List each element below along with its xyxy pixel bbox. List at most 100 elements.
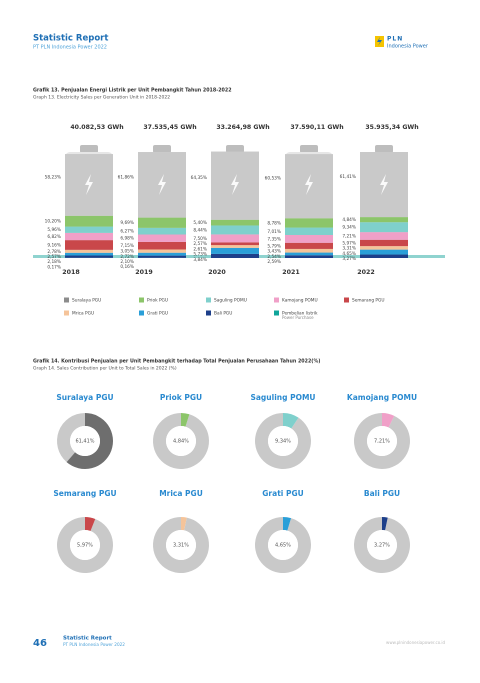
legend-label: Grati PGU — [147, 311, 168, 317]
battery-segment — [360, 222, 408, 232]
value-label: 2,57% — [193, 241, 207, 247]
header-subtitle: PT PLN Indonesia Power 2022 — [33, 45, 107, 51]
battery-cap — [300, 145, 318, 153]
donut-title: Saguling POMU — [250, 393, 315, 402]
battery-segment — [285, 253, 333, 256]
legend-swatch — [274, 311, 279, 316]
battery-segment — [285, 255, 333, 258]
value-label: 7,35% — [267, 236, 281, 242]
legend-label: Kamojang POMU — [282, 298, 318, 304]
chart-subtitle: Graph 13. Electricity Sales per Generati… — [33, 95, 170, 101]
value-label: 5,96% — [47, 227, 61, 233]
battery-segment — [211, 245, 259, 248]
x-tick-label: 2018 — [62, 269, 80, 276]
donut-title: Grati PGU — [262, 489, 303, 498]
x-tick-label: 2021 — [282, 269, 300, 276]
battery-segment — [65, 216, 113, 227]
value-label: 60,53% — [265, 176, 281, 182]
legend-label: Semarang PGU — [352, 298, 384, 304]
value-label: 3,31% — [342, 246, 356, 252]
donut-title: Semarang PGU — [53, 489, 116, 498]
battery-segment — [65, 227, 113, 233]
value-label: 6,82% — [47, 234, 61, 240]
value-label: 3,84% — [193, 257, 207, 263]
legend-label: Suralaya PGU — [72, 298, 101, 304]
value-label: 9,34% — [275, 439, 291, 445]
total-label: 35.935,34 GWh — [365, 124, 418, 131]
value-label: 7,50% — [193, 236, 207, 242]
battery-segment — [138, 235, 186, 242]
value-label: 4,84% — [173, 439, 189, 445]
value-label: 9,16% — [47, 242, 61, 248]
value-label: 2,10% — [120, 259, 134, 265]
battery-segment — [285, 228, 333, 235]
chart-subtitle: Graph 14. Sales Contribution per Unit to… — [33, 366, 177, 372]
value-label: 64,35% — [191, 175, 207, 181]
value-label: 8,78% — [267, 220, 281, 226]
battery-segment — [138, 253, 186, 256]
value-label: 7,15% — [120, 243, 134, 249]
value-label: 7,21% — [374, 439, 390, 445]
battery-segment — [138, 256, 186, 258]
legend-label: Mrica PGU — [72, 311, 94, 317]
battery-segment — [285, 235, 333, 243]
value-label: 2,61% — [193, 246, 207, 252]
battery-segment — [285, 218, 333, 227]
footer-url: www.plnindonesiapower.co.id — [386, 640, 445, 645]
battery-segment — [360, 232, 408, 240]
total-label: 37.590,11 GWh — [290, 124, 343, 131]
value-label: 2,72% — [120, 254, 134, 260]
battery-segment — [211, 225, 259, 234]
value-label: 3,27% — [342, 256, 356, 262]
x-tick-label: 2022 — [357, 269, 375, 276]
battery-segment — [65, 253, 113, 256]
donut-title: Priok PGU — [160, 393, 202, 402]
value-label: 4,84% — [342, 217, 356, 223]
legend-swatch — [344, 298, 349, 303]
value-label: 10,20% — [45, 219, 61, 225]
battery-segment — [138, 218, 186, 228]
total-label: 37.535,45 GWh — [143, 124, 196, 131]
battery-segment — [285, 249, 333, 253]
page-number: 46 — [33, 638, 47, 649]
value-label: 4,65% — [342, 251, 356, 257]
battery-segment — [211, 248, 259, 254]
battery-segment — [360, 250, 408, 255]
donut-title: Mrica PGU — [159, 489, 203, 498]
value-label: 5,40% — [193, 220, 207, 226]
value-label: 5,97% — [342, 240, 356, 246]
value-label: 2,18% — [47, 259, 61, 265]
legend-swatch — [139, 298, 144, 303]
value-label: 2,54% — [267, 254, 281, 260]
battery-cap — [375, 145, 393, 153]
value-label: 3,43% — [267, 249, 281, 255]
x-tick-label: 2020 — [208, 269, 226, 276]
battery-segment — [360, 240, 408, 246]
battery-segment — [138, 242, 186, 250]
logo-subtext: Indonesia Power — [387, 44, 429, 50]
battery-segment — [65, 250, 113, 253]
battery-cap — [153, 145, 171, 153]
value-label: 9,34% — [342, 225, 356, 231]
legend-swatch — [274, 298, 279, 303]
header-title: Statistic Report — [33, 34, 108, 44]
value-label: 3,05% — [120, 249, 134, 255]
x-tick-label: 2019 — [135, 269, 153, 276]
battery-segment — [360, 255, 408, 258]
value-label: 58,23% — [45, 174, 61, 180]
battery-segment — [285, 243, 333, 249]
value-label: 5,79% — [267, 243, 281, 249]
legend-swatch — [206, 298, 211, 303]
chart-title: Grafik 13. Penjualan Energi Listrik per … — [33, 88, 232, 94]
value-label: 8,44% — [193, 227, 207, 233]
value-label: 7,21% — [342, 233, 356, 239]
footer-title: Statistic Report — [63, 636, 112, 642]
battery-segment — [138, 249, 186, 252]
value-label: 3,31% — [173, 543, 189, 549]
value-label: 3,27% — [374, 543, 390, 549]
battery-cap — [80, 145, 98, 153]
legend-label: Bali PGU — [214, 311, 232, 317]
value-label: 2,59% — [267, 259, 281, 265]
donut-title: Kamojang POMU — [347, 393, 417, 402]
